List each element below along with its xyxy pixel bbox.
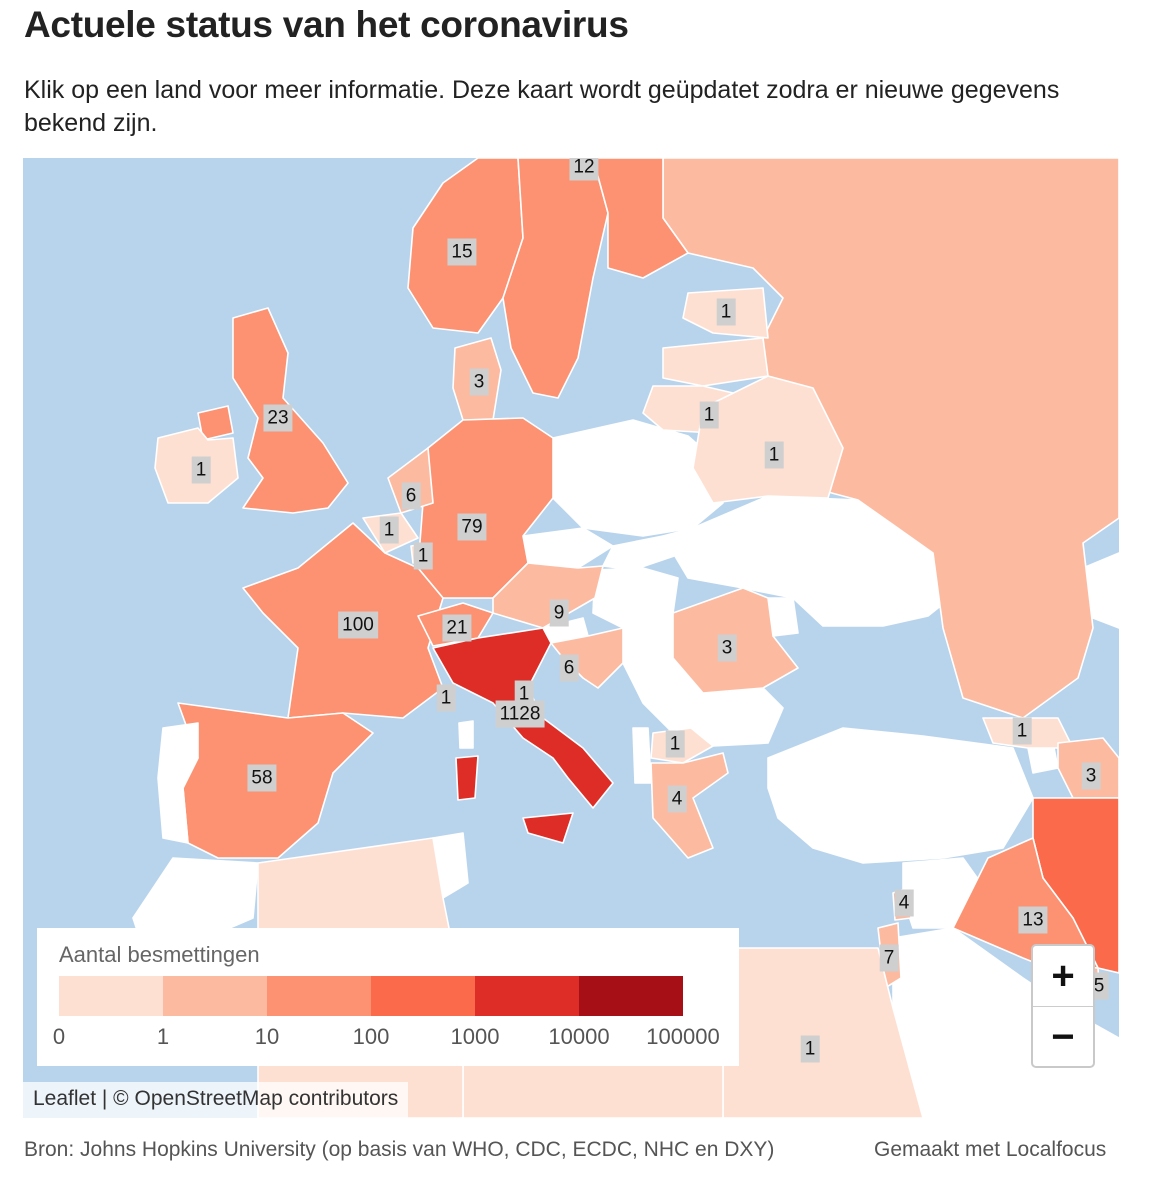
legend-tick-label: 0 bbox=[52, 1024, 66, 1049]
label-luxembourg[interactable]: 1 bbox=[413, 542, 433, 570]
map-attribution: Leaflet | © OpenStreetMap contributors bbox=[23, 1082, 409, 1118]
zoom-out-button[interactable]: − bbox=[1051, 1014, 1075, 1059]
country-portugal[interactable] bbox=[157, 722, 199, 844]
country-netherlands[interactable] bbox=[387, 447, 434, 514]
label-austria[interactable]: 9 bbox=[549, 599, 569, 627]
zoom-divider bbox=[1033, 1006, 1093, 1007]
country-sicily[interactable] bbox=[522, 812, 574, 844]
zoom-in-button[interactable]: + bbox=[1051, 953, 1075, 998]
map-container[interactable]: 15 12 1 3 1 1 23 1 6 1 1 79 100 21 9 6 3… bbox=[23, 158, 1119, 1118]
label-ireland[interactable]: 1 bbox=[191, 456, 211, 484]
label-monaco[interactable]: 1 bbox=[436, 684, 456, 712]
label-italy[interactable]: 1128 bbox=[495, 700, 545, 728]
country-greece[interactable] bbox=[650, 752, 729, 859]
label-uk[interactable]: 23 bbox=[263, 404, 293, 432]
label-belgium[interactable]: 1 bbox=[379, 516, 399, 544]
legend-tick-label: 1 bbox=[156, 1024, 170, 1049]
country-turkey[interactable] bbox=[767, 727, 1034, 864]
label-romania[interactable]: 3 bbox=[717, 634, 737, 662]
country-belarus[interactable] bbox=[692, 375, 844, 504]
attribution-separator: | © bbox=[96, 1087, 135, 1110]
legend-tick-label: 100000 bbox=[646, 1024, 720, 1049]
leaflet-link[interactable]: Leaflet bbox=[33, 1087, 97, 1110]
label-croatia[interactable]: 6 bbox=[559, 654, 579, 682]
country-jordan-saudi[interactable] bbox=[892, 927, 1119, 1118]
legend-bin bbox=[267, 976, 371, 1016]
legend-bin bbox=[371, 976, 475, 1016]
country-czechia[interactable] bbox=[522, 527, 614, 569]
label-germany[interactable]: 79 bbox=[457, 513, 487, 541]
legend-tick-label: 10000 bbox=[548, 1024, 610, 1049]
label-iraq[interactable]: 13 bbox=[1018, 906, 1048, 934]
label-greece[interactable]: 4 bbox=[667, 785, 687, 813]
legend-tick-label: 100 bbox=[352, 1024, 390, 1049]
legend-tick-label: 1000 bbox=[450, 1024, 500, 1049]
legend-tick-label: 10 bbox=[254, 1024, 280, 1049]
label-georgia[interactable]: 1 bbox=[1012, 717, 1032, 745]
source-note: Bron: Johns Hopkins University (op basis… bbox=[24, 1138, 775, 1161]
label-belarus[interactable]: 1 bbox=[764, 441, 784, 469]
country-albania[interactable] bbox=[632, 727, 652, 784]
osm-link[interactable]: OpenStreetMap contributors bbox=[134, 1087, 399, 1110]
label-lithuania[interactable]: 1 bbox=[699, 401, 719, 429]
label-egypt[interactable]: 1 bbox=[800, 1035, 820, 1063]
country-latvia[interactable] bbox=[662, 337, 769, 387]
country-corsica[interactable] bbox=[458, 720, 474, 749]
label-israel[interactable]: 7 bbox=[879, 944, 899, 972]
credit-link[interactable]: Gemaakt met Localfocus bbox=[874, 1138, 1107, 1161]
legend: Aantal besmettingen 0 1 10 100 1000 10000 1000… bbox=[37, 928, 739, 1066]
label-netherlands[interactable]: 6 bbox=[401, 482, 421, 510]
label-france[interactable]: 100 bbox=[338, 611, 378, 639]
country-slovakia[interactable] bbox=[602, 535, 684, 571]
label-lebanon[interactable]: 4 bbox=[894, 889, 914, 917]
label-norway[interactable]: 15 bbox=[447, 238, 477, 266]
label-estonia[interactable]: 1 bbox=[716, 298, 736, 326]
label-finland[interactable]: 12 bbox=[569, 158, 599, 181]
label-switzerland[interactable]: 21 bbox=[442, 614, 472, 642]
page-title: Actuele status van het coronavirus bbox=[24, 4, 629, 45]
legend-color-scale bbox=[59, 976, 683, 1016]
label-azerbaijan[interactable]: 3 bbox=[1081, 762, 1101, 790]
label-north-macedonia[interactable]: 1 bbox=[665, 730, 685, 758]
page-subtitle: Klik op een land voor meer informatie. D… bbox=[24, 76, 1060, 137]
country-finland[interactable] bbox=[592, 158, 689, 279]
legend-bin bbox=[475, 976, 579, 1016]
legend-title: Aantal besmettingen bbox=[59, 942, 260, 967]
legend-bin bbox=[579, 976, 683, 1016]
country-austria[interactable] bbox=[492, 562, 604, 629]
label-spain[interactable]: 58 bbox=[247, 764, 277, 792]
legend-bin bbox=[59, 976, 163, 1016]
legend-bin bbox=[163, 976, 267, 1016]
country-russia[interactable] bbox=[662, 158, 1119, 719]
zoom-control: + − bbox=[1031, 944, 1095, 1068]
country-sardinia[interactable] bbox=[455, 755, 479, 801]
label-denmark[interactable]: 3 bbox=[469, 368, 489, 396]
